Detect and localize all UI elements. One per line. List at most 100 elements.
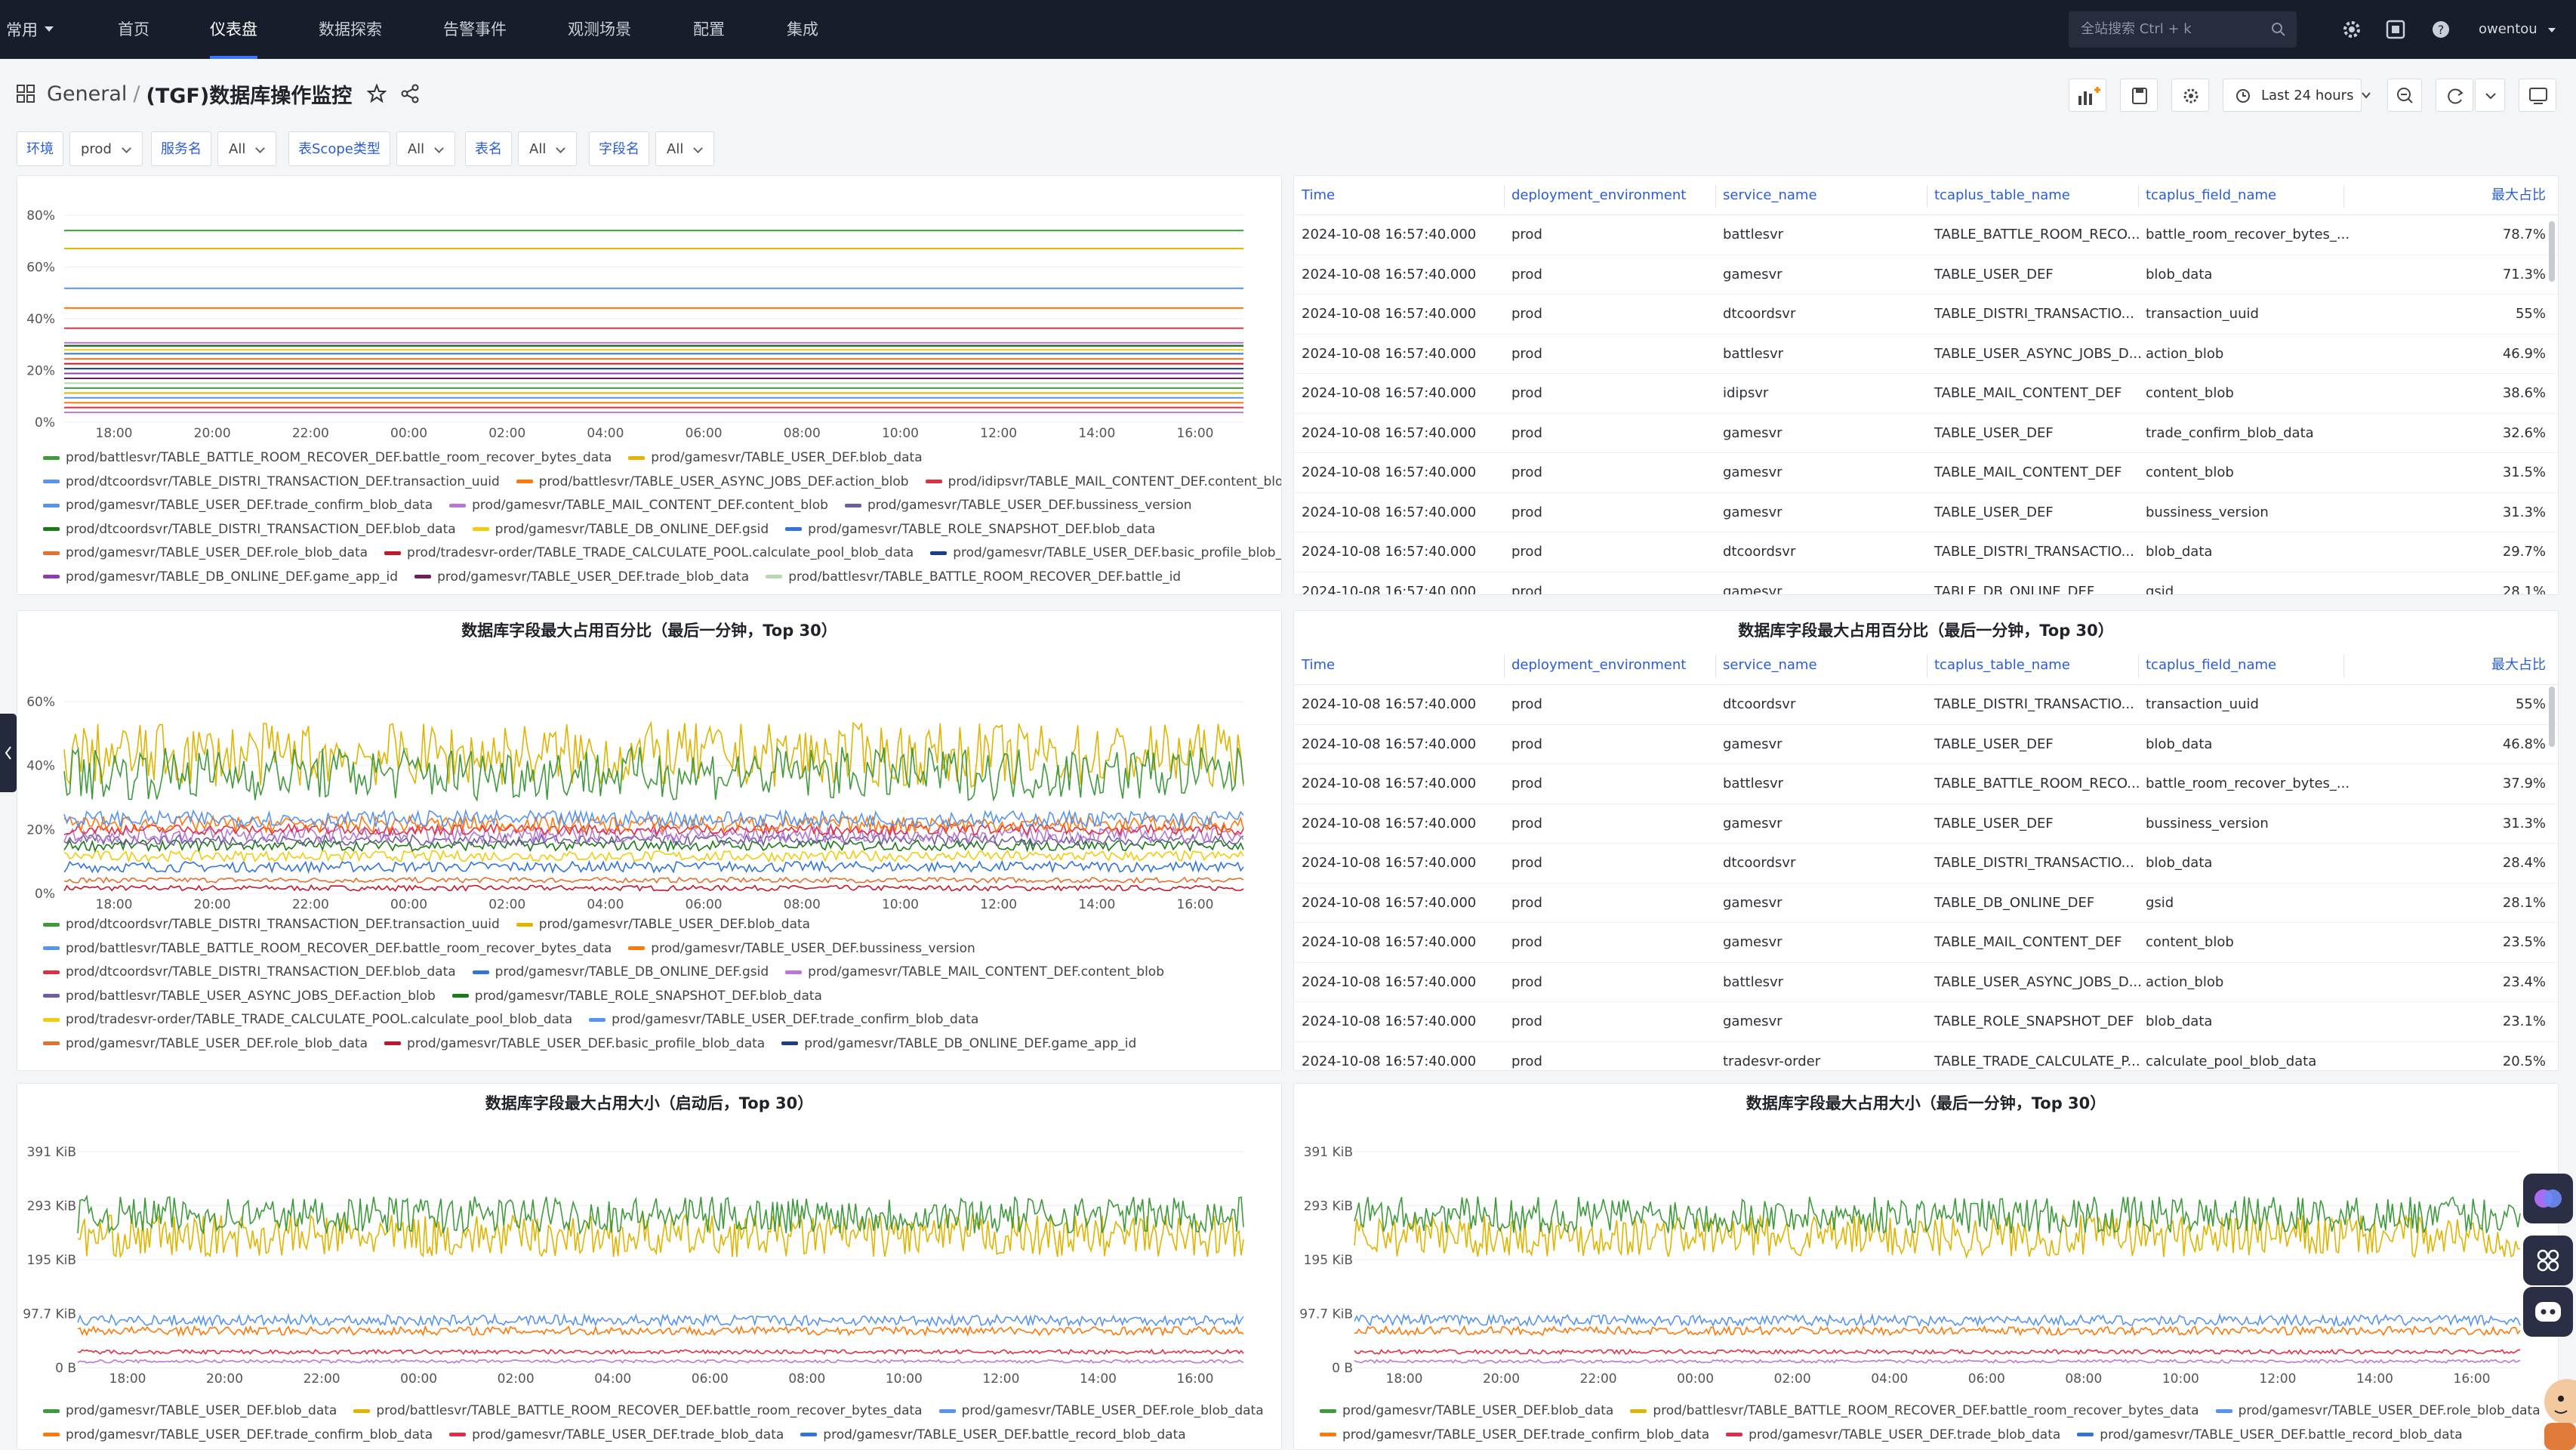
table-scrollbar[interactable] — [2549, 686, 2555, 747]
legend-item[interactable]: prod/tradesvr-order/TABLE_TRADE_CALCULAT… — [384, 541, 914, 566]
legend-item[interactable]: prod/gamesvr/TABLE_MAIL_CONTENT_DEF.cont… — [449, 494, 828, 518]
nav-item-scenes[interactable]: 观测场景 — [568, 20, 631, 39]
legend-item[interactable]: prod/battlesvr/TABLE_BATTLE_ROOM_RECOVER… — [766, 566, 1181, 590]
legend-item[interactable]: prod/battlesvr/TABLE_BATTLE_ROOM_RECOVER… — [43, 937, 612, 961]
legend-item[interactable]: prod/dtcoordsvr/TABLE_DISTRI_TRANSACTION… — [43, 470, 500, 495]
legend-item[interactable]: prod/gamesvr/TABLE_USER_DEF.trade_confir… — [43, 1424, 433, 1448]
save-dashboard-button[interactable] — [2120, 79, 2158, 112]
table-row[interactable]: 2024-10-08 16:57:40.000 prod dtcoordsvr TAB… — [1294, 685, 2558, 725]
legend-item[interactable]: prod/gamesvr/TABLE_USER_DEF.battle_recor… — [800, 1424, 1186, 1448]
table-row[interactable]: 2024-10-08 16:57:40.000 prod idipsvr TABLE_… — [1294, 374, 2558, 414]
legend-item[interactable]: prod/gamesvr/TABLE_USER_DEF.basic_profil… — [384, 1032, 765, 1057]
variable-select-env[interactable]: prod — [69, 131, 143, 166]
legend-item[interactable]: prod/gamesvr/TABLE_USER_DEF.trade_confir… — [589, 1008, 978, 1032]
legend-item[interactable]: prod/gamesvr/TABLE_USER_DEF.role_blob_da… — [938, 1399, 1264, 1424]
legend-item[interactable]: prod/tradesvr-order/TABLE_TRADE_CALCULAT… — [43, 1008, 572, 1032]
nav-item-config[interactable]: 配置 — [693, 20, 725, 39]
column-header[interactable]: tcaplus_field_name — [2146, 187, 2277, 203]
add-panel-button[interactable] — [2069, 79, 2106, 112]
legend-item[interactable]: prod/battlesvr/TABLE_BATTLE_ROOM_RECOVER… — [353, 1399, 923, 1424]
star-icon[interactable] — [367, 84, 387, 103]
variable-select-field-name[interactable]: All — [655, 131, 715, 166]
table-row[interactable]: 2024-10-08 16:57:40.000 prod gamesvr TABLE_… — [1294, 1002, 2558, 1042]
global-search-input[interactable]: 全站搜索 Ctrl + k — [2069, 11, 2297, 48]
legend-item[interactable]: prod/gamesvr/TABLE_DB_ONLINE_DEF.gsid — [472, 518, 769, 542]
table-row[interactable]: 2024-10-08 16:57:40.000 prod gamesvr TABLE_… — [1294, 572, 2558, 595]
settings-button[interactable] — [2171, 79, 2209, 112]
nav-item-alert-events[interactable]: 告警事件 — [443, 20, 507, 39]
common-menu[interactable]: 常用 — [6, 0, 54, 59]
robot-chat-icon[interactable] — [2523, 1287, 2573, 1337]
variable-select-table-scope[interactable]: All — [396, 131, 456, 166]
column-divider[interactable] — [1715, 185, 1716, 208]
column-header[interactable]: 最大占比 — [2491, 187, 2546, 203]
legend-item[interactable]: prod/gamesvr/TABLE_USER_DEF.role_blob_da… — [2215, 1399, 2541, 1424]
variable-select-table-name[interactable]: All — [518, 131, 578, 166]
legend-item[interactable]: prod/battlesvr/TABLE_USER_ASYNC_JOBS_DEF… — [43, 985, 436, 1009]
column-header[interactable]: tcaplus_table_name — [1934, 657, 2070, 673]
column-divider[interactable] — [1504, 185, 1505, 208]
legend-item[interactable]: prod/gamesvr/TABLE_USER_DEF.bussiness_ve… — [844, 494, 1192, 518]
legend-item[interactable]: prod/battlesvr/TABLE_BATTLE_ROOM_RECOVER… — [43, 446, 612, 470]
time-range-picker[interactable]: Last 24 hours — [2223, 79, 2371, 112]
refresh-button[interactable] — [2436, 79, 2473, 112]
sidebar-toggle[interactable] — [0, 714, 17, 792]
legend-item[interactable]: prod/idipsvr/TABLE_MAIL_CONTENT_DEF.cont… — [925, 470, 1281, 495]
column-divider[interactable] — [2343, 185, 2344, 208]
legend-item[interactable]: prod/gamesvr/TABLE_USER_DEF.bussiness_ve… — [628, 937, 975, 961]
table-row[interactable]: 2024-10-08 16:57:40.000 prod tradesvr-orde… — [1294, 1042, 2558, 1071]
refresh-interval-dropdown[interactable] — [2475, 79, 2505, 112]
legend-item[interactable]: prod/gamesvr/TABLE_USER_DEF.blob_data — [43, 1399, 337, 1424]
column-header[interactable]: service_name — [1723, 657, 1817, 673]
table-row[interactable]: 2024-10-08 16:57:40.000 prod battlesvr TABL… — [1294, 764, 2558, 804]
legend-item[interactable]: prod/gamesvr/TABLE_USER_DEF.blob_data — [516, 913, 810, 937]
legend-item[interactable]: prod/gamesvr/TABLE_ROLE_SNAPSHOT_DEF.blo… — [785, 518, 1155, 542]
column-divider[interactable] — [1715, 655, 1716, 677]
table-row[interactable]: 2024-10-08 16:57:40.000 prod gamesvr TABLE_… — [1294, 804, 2558, 844]
table-row[interactable]: 2024-10-08 16:57:40.000 prod gamesvr TABLE_… — [1294, 884, 2558, 923]
table-row[interactable]: 2024-10-08 16:57:40.000 prod gamesvr TABLE_… — [1294, 255, 2558, 295]
legend-item[interactable]: prod/gamesvr/TABLE_USER_DEF.role_blob_da… — [43, 541, 368, 566]
table-row[interactable]: 2024-10-08 16:57:40.000 prod dtcoordsvr TAB… — [1294, 295, 2558, 335]
legend-item[interactable]: prod/gamesvr/TABLE_DB_ONLINE_DEF.gsid — [472, 961, 769, 985]
table-row[interactable]: 2024-10-08 16:57:40.000 prod gamesvr TABLE_… — [1294, 453, 2558, 493]
legend-item[interactable]: prod/gamesvr/TABLE_USER_DEF.blob_data — [628, 446, 923, 470]
legend-item[interactable]: prod/dtcoordsvr/TABLE_DISTRI_TRANSACTION… — [43, 518, 456, 542]
breadcrumb-folder[interactable]: General — [47, 82, 128, 106]
legend-item[interactable]: prod/gamesvr/TABLE_USER_DEF.basic_profil… — [930, 541, 1281, 566]
legend-item[interactable]: prod/battlesvr/TABLE_USER_ASYNC_JOBS_DEF… — [516, 470, 909, 495]
legend-item[interactable]: prod/gamesvr/TABLE_USER_DEF.battle_recor… — [2077, 1424, 2463, 1448]
legend-item[interactable]: prod/gamesvr/TABLE_MAIL_CONTENT_DEF.cont… — [785, 961, 1164, 985]
table-row[interactable]: 2024-10-08 16:57:40.000 prod gamesvr TABLE_… — [1294, 923, 2558, 963]
column-header[interactable]: 最大占比 — [2491, 657, 2546, 673]
variable-select-service[interactable]: All — [217, 131, 277, 166]
legend-item[interactable]: prod/gamesvr/TABLE_USER_DEF.trade_blob_d… — [449, 1424, 784, 1448]
table-row[interactable]: 2024-10-08 16:57:40.000 prod gamesvr TABLE_… — [1294, 414, 2558, 453]
column-header[interactable]: tcaplus_field_name — [2146, 657, 2277, 673]
assistant-button[interactable] — [2523, 1174, 2573, 1223]
tv-mode-button[interactable] — [2519, 79, 2556, 112]
table-row[interactable]: 2024-10-08 16:57:40.000 prod battlesvr TABL… — [1294, 335, 2558, 374]
table-scrollbar[interactable] — [2549, 221, 2555, 282]
column-divider[interactable] — [2138, 655, 2139, 677]
column-header[interactable]: deployment_environment — [1511, 187, 1687, 203]
legend-item[interactable]: prod/gamesvr/TABLE_USER_DEF.trade_blob_d… — [414, 566, 749, 590]
column-header[interactable]: Time — [1302, 187, 1336, 203]
nav-item-data-explore[interactable]: 数据探索 — [319, 20, 382, 39]
nav-item-home[interactable]: 首页 — [118, 20, 149, 39]
column-header[interactable]: Time — [1302, 657, 1336, 673]
legend-item[interactable]: prod/gamesvr/TABLE_USER_DEF.trade_blob_d… — [1726, 1424, 2060, 1448]
grid-apps-icon[interactable] — [2523, 1236, 2573, 1285]
legend-item[interactable]: prod/gamesvr/TABLE_USER_DEF.trade_confir… — [43, 494, 433, 518]
legend-item[interactable]: prod/battlesvr/TABLE_BATTLE_ROOM_RECOVER… — [1630, 1399, 2199, 1424]
legend-item[interactable]: prod/gamesvr/TABLE_ROLE_SNAPSHOT_DEF.blo… — [451, 985, 822, 1009]
column-header[interactable]: tcaplus_table_name — [1934, 187, 2070, 203]
gear-icon[interactable] — [2340, 18, 2363, 41]
nav-item-dashboards[interactable]: 仪表盘 — [210, 0, 257, 59]
table-row[interactable]: 2024-10-08 16:57:40.000 prod battlesvr TABL… — [1294, 215, 2558, 255]
app-icon[interactable] — [2384, 18, 2407, 41]
column-divider[interactable] — [1504, 655, 1505, 677]
legend-item[interactable]: prod/gamesvr/TABLE_USER_DEF.blob_data — [1320, 1399, 1613, 1424]
legend-item[interactable]: prod/gamesvr/TABLE_USER_DEF.trade_confir… — [1320, 1424, 1709, 1448]
share-icon[interactable] — [400, 84, 420, 103]
